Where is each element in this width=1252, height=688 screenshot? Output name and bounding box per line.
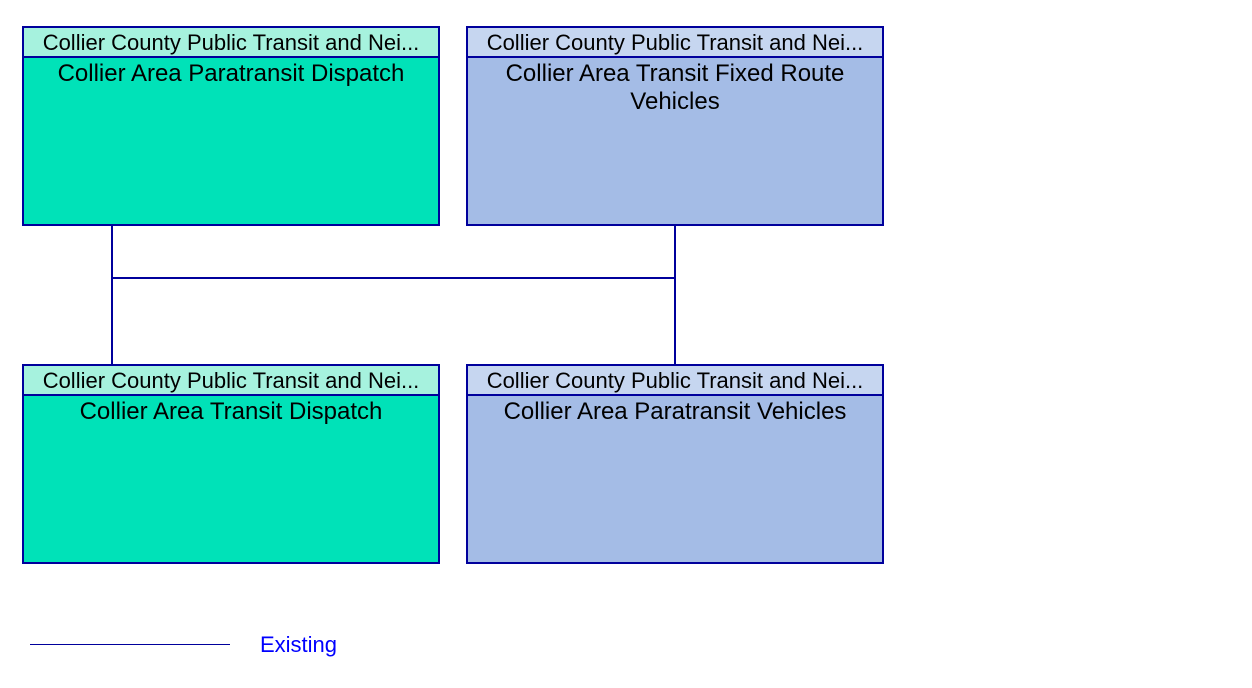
node-body: Collier Area Transit Dispatch xyxy=(24,396,438,426)
node-header: Collier County Public Transit and Nei... xyxy=(468,28,882,58)
legend-line xyxy=(30,644,230,645)
node-n1: Collier County Public Transit and Nei...… xyxy=(22,26,440,226)
node-body: Collier Area Paratransit Vehicles xyxy=(468,396,882,426)
node-header: Collier County Public Transit and Nei... xyxy=(468,366,882,396)
node-header: Collier County Public Transit and Nei... xyxy=(24,366,438,396)
legend-label: Existing xyxy=(260,632,337,658)
node-body: Collier Area Transit Fixed Route Vehicle… xyxy=(468,58,882,115)
node-n3: Collier County Public Transit and Nei...… xyxy=(22,364,440,564)
node-header: Collier County Public Transit and Nei... xyxy=(24,28,438,58)
node-n4: Collier County Public Transit and Nei...… xyxy=(466,364,884,564)
node-n2: Collier County Public Transit and Nei...… xyxy=(466,26,884,226)
node-body: Collier Area Paratransit Dispatch xyxy=(24,58,438,88)
